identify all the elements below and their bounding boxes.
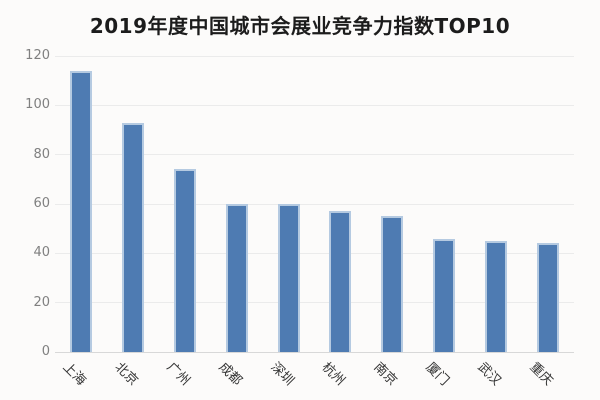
x-tick-label: 厦门 (422, 359, 452, 389)
x-tick-label: 武汉 (474, 359, 504, 389)
x-tick-label: 深圳 (267, 359, 297, 389)
gridline (55, 203, 574, 205)
x-tick-label: 上海 (59, 359, 89, 389)
x-tick-label: 成都 (215, 359, 245, 389)
gridline (55, 55, 574, 57)
x-tick-label: 南京 (370, 359, 400, 389)
bar (537, 243, 560, 352)
gridline (55, 154, 574, 156)
y-tick-label: 20 (33, 294, 50, 310)
chart-title: 2019年度中国城市会展业竞争力指数TOP10 (89, 14, 511, 38)
x-tick-label: 北京 (111, 359, 141, 389)
bar (121, 122, 144, 352)
x-tick-label: 杭州 (319, 359, 349, 389)
x-tick-label: 重庆 (526, 359, 556, 389)
y-tick-label: 0 (41, 344, 50, 359)
bar (329, 211, 352, 352)
gridline (55, 302, 574, 304)
gridline (55, 252, 574, 254)
bar (485, 241, 508, 352)
bar (225, 204, 248, 352)
y-tick-label: 80 (33, 146, 50, 162)
bar (173, 169, 196, 352)
gridline (55, 104, 574, 106)
x-axis-line (55, 351, 574, 353)
bar (433, 238, 456, 352)
y-tick-label: 60 (33, 196, 50, 211)
y-tick-label: 100 (25, 97, 50, 113)
x-tick-label: 广州 (163, 359, 193, 389)
plot-area (55, 55, 574, 353)
bar (277, 204, 300, 352)
bar (69, 70, 92, 352)
y-tick-label: 40 (33, 245, 50, 261)
y-tick-label: 120 (25, 48, 50, 63)
bar (381, 216, 404, 352)
